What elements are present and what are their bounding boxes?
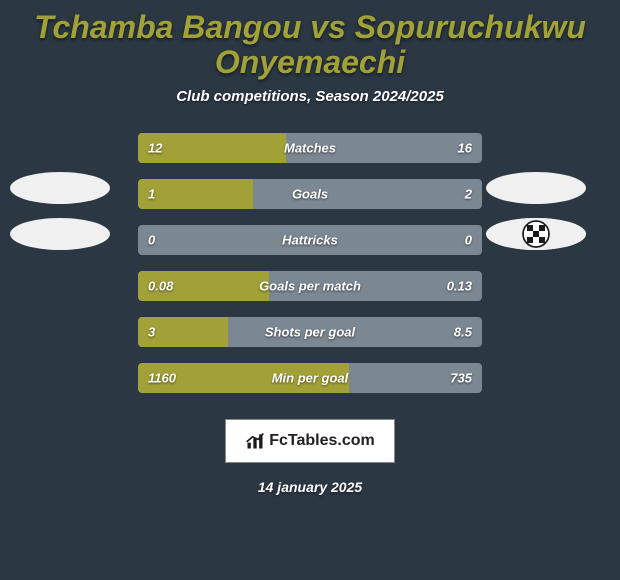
stat-row: 12 16 Matches: [138, 133, 482, 163]
player2-crest: [486, 218, 586, 250]
player2-avatar-top: [486, 172, 586, 204]
stat-left-value: 1160: [148, 371, 176, 386]
stat-row: 0 0 Hattricks: [138, 225, 482, 255]
date-label: 14 january 2025: [0, 479, 620, 495]
stat-label: Min per goal: [272, 371, 349, 386]
stat-row: 3 8.5 Shots per goal: [138, 317, 482, 347]
chart-icon: [245, 431, 265, 451]
stat-left-value: 1: [148, 187, 155, 202]
stat-label: Hattricks: [282, 233, 338, 248]
stat-right-value: 8.5: [454, 325, 472, 340]
stat-left-value: 0.08: [148, 279, 173, 294]
stats-bars: 1216Matches12Goals00Hattricks0.080.13Goa…: [138, 133, 482, 393]
stat-row: 1160 735 Min per goal: [138, 363, 482, 393]
stat-label: Shots per goal: [265, 325, 355, 340]
boavista-crest-icon: [486, 218, 586, 250]
subtitle: Club competitions, Season 2024/2025: [0, 88, 620, 105]
stat-row: 1 2 Goals: [138, 179, 482, 209]
stat-left-value: 12: [148, 141, 162, 156]
player1-avatar-top: [10, 172, 110, 204]
page-title: Tchamba Bangou vs Sopuruchukwu Onyemaech…: [0, 0, 620, 88]
stat-left-value: 0: [148, 233, 155, 248]
stat-label: Goals per match: [259, 279, 361, 294]
stat-right-value: 16: [458, 141, 472, 156]
stat-bar-right: [253, 179, 482, 209]
fctables-logo[interactable]: FcTables.com: [225, 419, 395, 463]
stat-right-value: 2: [465, 187, 472, 202]
stat-right-value: 0: [465, 233, 472, 248]
stat-left-value: 3: [148, 325, 155, 340]
fctables-logo-text: FcTables.com: [269, 432, 375, 450]
stat-label: Matches: [284, 141, 336, 156]
stat-row: 0.08 0.13 Goals per match: [138, 271, 482, 301]
stat-right-value: 735: [450, 371, 472, 386]
stat-label: Goals: [292, 187, 328, 202]
stat-right-value: 0.13: [447, 279, 472, 294]
player1-avatar-bottom: [10, 218, 110, 250]
